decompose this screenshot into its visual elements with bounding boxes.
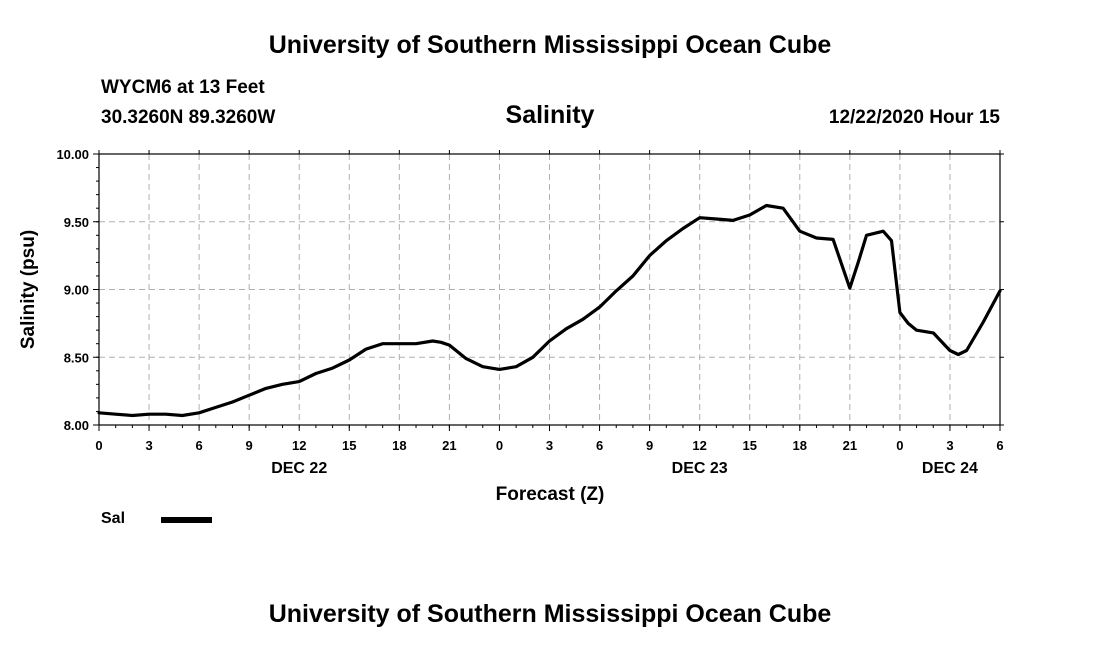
x-tick-label: 3 xyxy=(145,438,152,453)
x-tick-label: 6 xyxy=(596,438,603,453)
x-tick-label: 21 xyxy=(442,438,456,453)
x-tick-label: 9 xyxy=(646,438,653,453)
x-tick-label: 9 xyxy=(246,438,253,453)
x-tick-label: 3 xyxy=(946,438,953,453)
legend-swatch xyxy=(161,517,212,523)
x-tick-label: 21 xyxy=(843,438,857,453)
datetime-label: 12/22/2020 Hour 15 xyxy=(828,107,1000,128)
x-tick-label: 0 xyxy=(896,438,903,453)
bottom-title: University of Southern Mississippi Ocean… xyxy=(268,600,832,628)
x-tick-label: 12 xyxy=(292,438,306,453)
x-axis-title: Forecast (Z) xyxy=(496,484,605,505)
x-tick-label: 12 xyxy=(692,438,706,453)
x-tick-label: 6 xyxy=(195,438,202,453)
chart-title: Salinity xyxy=(505,101,595,129)
legend-label: Sal xyxy=(101,510,126,527)
x-tick-label: 18 xyxy=(793,438,807,453)
x-tick-label: 0 xyxy=(95,438,102,453)
y-tick-label: 8.00 xyxy=(64,418,89,433)
x-tick-label: 6 xyxy=(996,438,1003,453)
y-axis-title: Salinity (psu) xyxy=(18,230,39,349)
day-label: DEC 24 xyxy=(922,460,978,477)
x-tick-label: 0 xyxy=(496,438,503,453)
day-label: DEC 23 xyxy=(672,460,728,477)
y-tick-label: 10.00 xyxy=(56,147,89,162)
top-title: University of Southern Mississippi Ocean… xyxy=(268,31,832,59)
day-label: DEC 22 xyxy=(271,460,327,477)
x-tick-label: 15 xyxy=(742,438,756,453)
y-tick-label: 8.50 xyxy=(64,350,89,365)
series-line-sal xyxy=(97,203,1002,418)
station-label: WYCM6 at 13 Feet xyxy=(101,77,265,98)
coordinates-label: 30.3260N 89.3260W xyxy=(101,107,276,128)
x-tick-label: 3 xyxy=(546,438,553,453)
x-tick-label: 18 xyxy=(392,438,406,453)
y-tick-label: 9.00 xyxy=(64,283,89,298)
y-tick-label: 9.50 xyxy=(64,215,89,230)
x-tick-label: 15 xyxy=(342,438,356,453)
